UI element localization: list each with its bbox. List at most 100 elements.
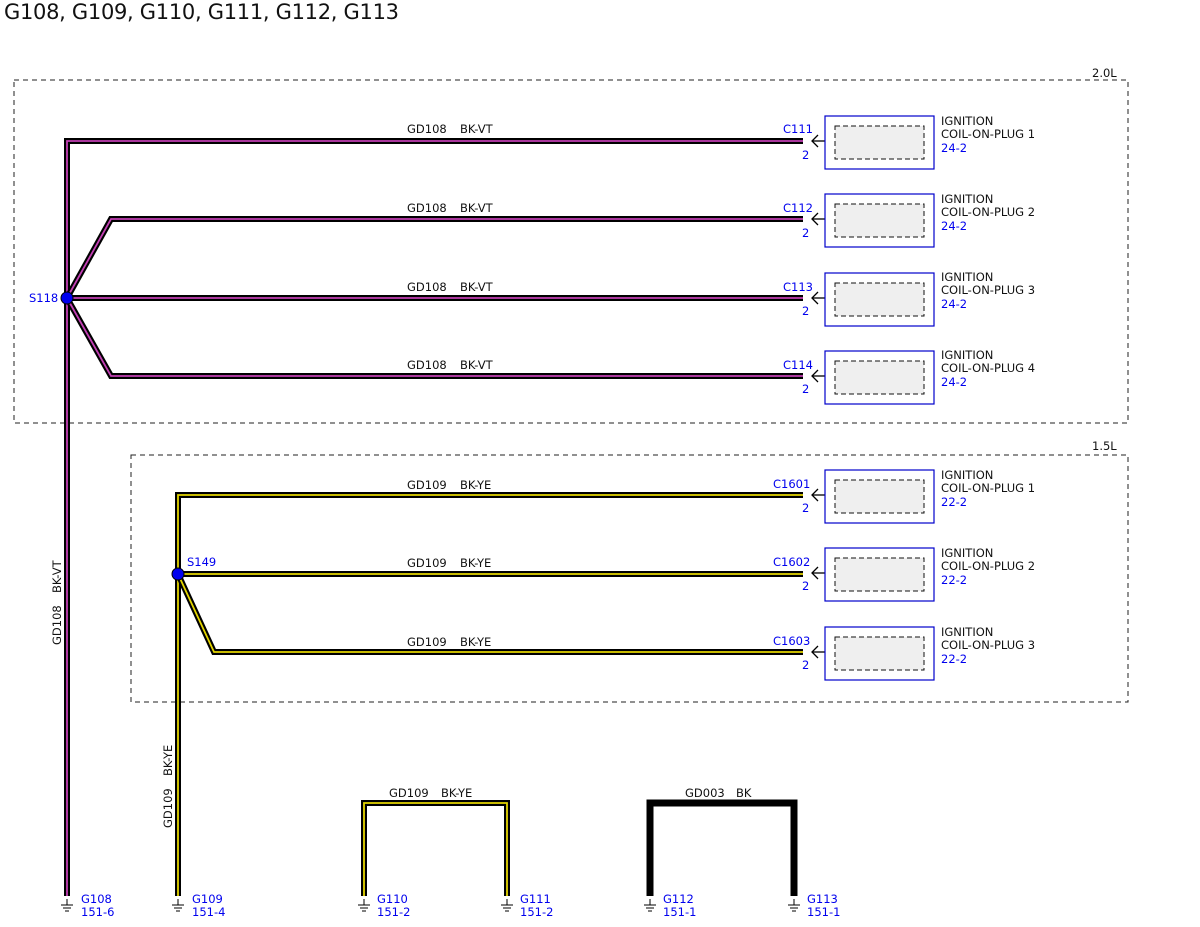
page-title: G108, G109, G110, G111, G112, G113: [4, 0, 399, 24]
ground-id-g111[interactable]: G111: [520, 892, 551, 906]
wire-jumper-gd109[interactable]: [361, 800, 510, 896]
component-name-line1: IGNITION: [941, 192, 993, 206]
ground-id-g108[interactable]: G108: [81, 892, 112, 906]
connector-id[interactable]: C111: [783, 122, 813, 136]
ground-id-g113[interactable]: G113: [807, 892, 838, 906]
circuit-label: GD108: [407, 358, 447, 372]
component-box[interactable]: [824, 115, 935, 170]
component-name-line2: COIL-ON-PLUG 3: [941, 638, 1035, 652]
wire-gd109-c1603[interactable]: [175, 572, 803, 655]
jumper-color-label-bk-ye: BK-YE: [441, 786, 472, 800]
wire-gd109-c1601[interactable]: [175, 492, 803, 896]
wires-layer: [64, 138, 803, 896]
wire-gd108-c114[interactable]: [64, 296, 803, 379]
connector-id[interactable]: C1601: [773, 477, 810, 491]
ground-id-g110[interactable]: G110: [377, 892, 408, 906]
ground-ref-g108[interactable]: 151-6: [81, 905, 114, 919]
wire-row-c1602: GD109 BK-YE C1602 2 IGNITION COIL-ON-PLU…: [407, 546, 1035, 602]
circuit-label: GD108: [407, 122, 447, 136]
vertical-label-gd108: GD108 BK-VT: [50, 559, 64, 645]
component-inner: [834, 479, 925, 514]
ground-symbol-g111-icon: [501, 899, 513, 912]
ground-symbol-g110-icon: [358, 899, 370, 912]
component-name-line1: IGNITION: [941, 468, 993, 482]
ground-ref-g111[interactable]: 151-2: [520, 905, 553, 919]
wire-color-label: BK-YE: [460, 556, 491, 570]
connector-id[interactable]: C112: [783, 201, 813, 215]
jumper-color-label-bk: BK: [736, 786, 752, 800]
component-name-line2: COIL-ON-PLUG 1: [941, 481, 1035, 495]
ground-ref-g113[interactable]: 151-1: [807, 905, 840, 919]
page-ref-link[interactable]: 22-2: [941, 495, 967, 509]
pin-number: 2: [802, 304, 809, 318]
wire-row-c113: GD108 BK-VT C113 2 IGNITION COIL-ON-PLUG…: [407, 270, 1035, 327]
wire-jumper-gd003[interactable]: [646, 799, 798, 896]
ground-id-g112[interactable]: G112: [663, 892, 694, 906]
pin-number: 2: [802, 148, 809, 162]
pin-number: 2: [802, 501, 809, 515]
ground-ref-g112[interactable]: 151-1: [663, 905, 696, 919]
ground-id-g109[interactable]: G109: [192, 892, 223, 906]
wire-gd108-c112[interactable]: [64, 216, 803, 300]
wire-row-c1601: GD109 BK-YE C1601 2 IGNITION COIL-ON-PLU…: [407, 468, 1035, 524]
splice-label-s149: S149: [187, 555, 216, 569]
circuit-label: GD109: [161, 788, 175, 828]
pin-number: 2: [802, 579, 809, 593]
grounds-layer: [61, 899, 800, 912]
page-ref-link[interactable]: 22-2: [941, 573, 967, 587]
pin-number: 2: [802, 382, 809, 396]
ground-symbol-g113-icon: [788, 899, 800, 912]
component-inner: [834, 203, 925, 238]
jumper-circuit-label-gd109: GD109: [389, 786, 429, 800]
page-ref-link[interactable]: 24-2: [941, 219, 967, 233]
wire-row-c1603: GD109 BK-YE C1603 2 IGNITION COIL-ON-PLU…: [407, 625, 1035, 681]
component-box[interactable]: [824, 469, 935, 524]
page-ref-link[interactable]: 24-2: [941, 297, 967, 311]
ground-symbol-g112-icon: [644, 899, 656, 912]
wire-gd108-c111[interactable]: [64, 138, 803, 896]
ground-symbol-g108-icon: [61, 899, 73, 912]
connector-id[interactable]: C113: [783, 280, 813, 294]
wire-color-label: BK-VT: [460, 201, 494, 215]
section-label-2-0l: 2.0L: [1092, 66, 1117, 80]
connector-id[interactable]: C1602: [773, 555, 810, 569]
component-inner: [834, 125, 925, 160]
connector-id[interactable]: C114: [783, 358, 813, 372]
component-name-line1: IGNITION: [941, 625, 993, 639]
jumper-circuit-label-gd003: GD003: [685, 786, 725, 800]
wire-color-label: BK-VT: [460, 122, 494, 136]
wire-color-label: BK-VT: [460, 358, 494, 372]
page-ref-link[interactable]: 24-2: [941, 141, 967, 155]
circuit-label: GD109: [407, 478, 447, 492]
component-name-line1: IGNITION: [941, 348, 993, 362]
wire-row-c114: GD108 BK-VT C114 2 IGNITION COIL-ON-PLUG…: [407, 348, 1035, 405]
component-box[interactable]: [824, 350, 935, 405]
wire-color-label: BK-VT: [460, 280, 494, 294]
section-1-5l: [130, 454, 1129, 703]
component-name-line2: COIL-ON-PLUG 4: [941, 361, 1035, 375]
component-box[interactable]: [824, 547, 935, 602]
ground-ref-g110[interactable]: 151-2: [377, 905, 410, 919]
component-inner: [834, 360, 925, 395]
connector-id[interactable]: C1603: [773, 634, 810, 648]
component-inner: [834, 636, 925, 671]
circuit-label: GD108: [50, 605, 64, 645]
circuit-label: GD108: [407, 201, 447, 215]
component-box[interactable]: [824, 193, 935, 248]
circuit-label: GD108: [407, 280, 447, 294]
circuit-label: GD109: [407, 635, 447, 649]
page-ref-link[interactable]: 22-2: [941, 652, 967, 666]
splice-s149[interactable]: [171, 567, 185, 581]
wire-color-label: BK-VT: [50, 559, 64, 593]
component-name-line1: IGNITION: [941, 546, 993, 560]
splice-s118[interactable]: [60, 291, 74, 305]
vertical-label-gd109: GD109 BK-YE: [161, 745, 175, 828]
section-label-1-5l: 1.5L: [1092, 439, 1117, 453]
component-box[interactable]: [824, 272, 935, 327]
page-ref-link[interactable]: 24-2: [941, 375, 967, 389]
ground-ref-g109[interactable]: 151-4: [192, 905, 225, 919]
component-box[interactable]: [824, 626, 935, 681]
wire-color-label: BK-YE: [460, 478, 491, 492]
component-inner: [834, 282, 925, 317]
pin-number: 2: [802, 226, 809, 240]
